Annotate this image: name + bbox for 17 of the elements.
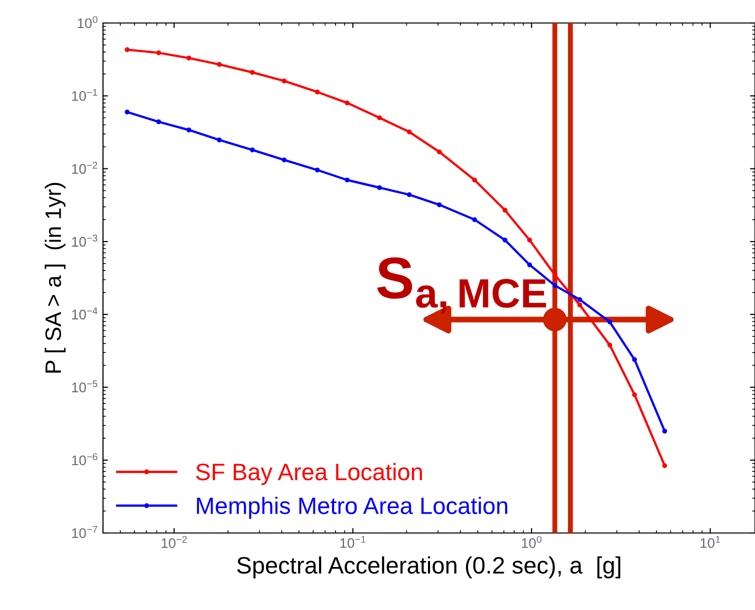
y-tick-label: 10$^{−7}$ (72, 526, 98, 538)
x-tick-label: 10$^{1}$ (700, 536, 720, 548)
annotation: S$_{a,MCE}$ (377, 257, 546, 314)
x-axis-title: Spectral Acceleration (0.2 sec), a [g] (237, 556, 620, 578)
legend-label: Memphis Metro Area Location (197, 496, 508, 519)
x-tick-label: 10$^{0}$ (522, 536, 542, 548)
x-tick-label: 10$^{−2}$ (162, 536, 187, 548)
x-tick-label: 10$^{−1}$ (340, 536, 366, 548)
legend-label: SF Bay Area Location (196, 463, 422, 486)
y-tick-label: 10$^{−1}$ (72, 88, 98, 101)
y-tick-label: 10$^{−2}$ (72, 162, 98, 174)
y-tick-label: 10$^{−6}$ (72, 453, 98, 466)
y-tick-label: 10$^{−4}$ (72, 308, 98, 320)
y-tick-label: 10$^{−5}$ (72, 380, 98, 392)
y-tick-label: 10$^{−3}$ (72, 234, 98, 247)
y-tick-label: 10$^{0}$ (78, 16, 98, 28)
y-axis-title: P [ SA > a ] (in 1yr) (44, 182, 66, 373)
